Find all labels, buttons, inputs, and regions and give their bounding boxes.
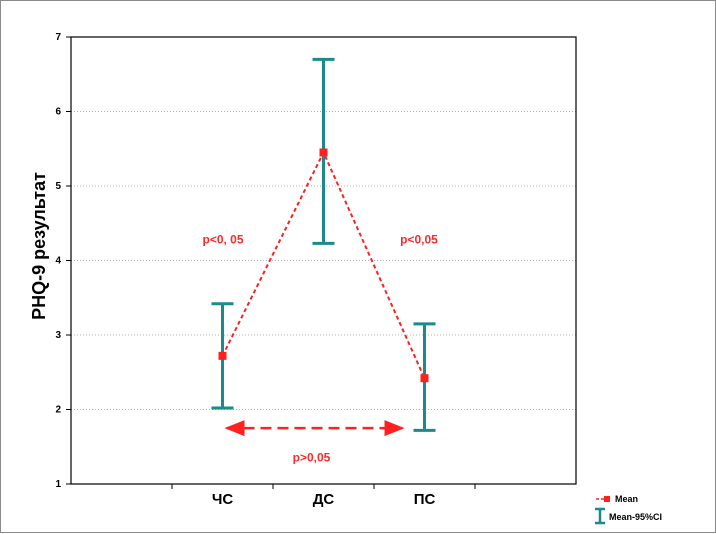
annotation-p-right: p<0,05 [400, 232, 438, 246]
x-tick-label: ЧС [212, 491, 234, 508]
annotation-p-bottom: p>0,05 [293, 451, 331, 465]
legend: Mean Mean-95%CI [595, 494, 662, 525]
legend-ci-label: Mean-95%CI [609, 512, 662, 522]
mean-point [420, 374, 429, 383]
y-axis-label: PHQ-9 результат [29, 172, 49, 320]
mean-point [218, 351, 227, 360]
y-tick-label: 6 [55, 107, 61, 118]
y-tick-label: 1 [55, 479, 61, 490]
legend-mean-label: Mean [615, 494, 638, 504]
mean-point [319, 148, 328, 157]
x-tick-label: ПС [414, 491, 436, 508]
y-tick-label: 5 [55, 181, 61, 192]
annotation-p-left: p<0, 05 [202, 232, 243, 246]
y-tick-label: 2 [55, 405, 61, 416]
legend-mean-marker [604, 496, 610, 502]
y-tick-label: 4 [55, 256, 61, 267]
y-tick-label: 7 [55, 32, 61, 43]
y-tick-label: 3 [55, 330, 61, 341]
x-tick-label: ДС [313, 491, 335, 508]
